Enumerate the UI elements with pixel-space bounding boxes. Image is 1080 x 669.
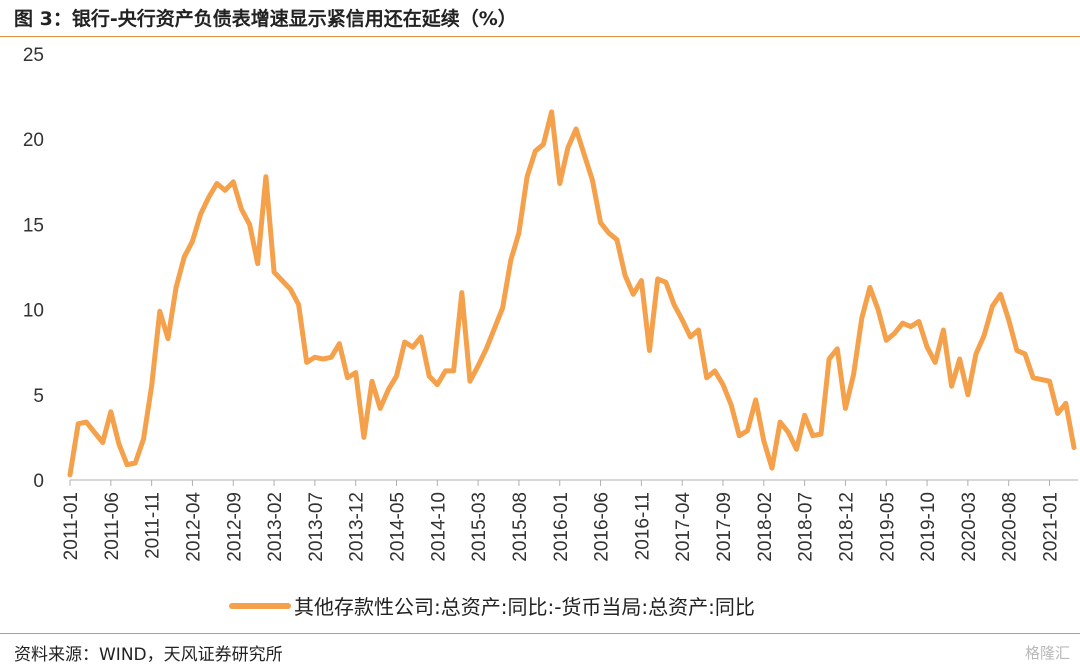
x-axis-ticks: 2011-01 2011-06 2011-11 2012-04 2012-09 2013-…	[61, 480, 1062, 562]
legend-label: 其他存款性公司:总资产:同比:-货币当局:总资产:同比	[294, 595, 755, 619]
x-tick-label: 2017-04	[673, 492, 694, 562]
source-note: 资料来源：WIND，天风证券研究所	[14, 645, 283, 665]
x-tick-label: 2013-07	[306, 492, 327, 562]
x-tick-label: 2014-10	[428, 492, 449, 562]
x-tick-label: 2017-09	[714, 492, 735, 562]
x-tick-label: 2019-10	[918, 492, 939, 562]
x-tick-label: 2012-09	[224, 492, 245, 562]
bottom-divider	[0, 633, 1080, 634]
y-tick-label: 0	[33, 471, 44, 492]
chart-title: 图 3：银行-央行资产负债表增速显示紧信用还在延续（%）	[14, 8, 517, 30]
x-tick-label: 2015-08	[510, 492, 531, 562]
y-tick-label: 15	[23, 215, 44, 236]
x-tick-label: 2020-03	[959, 492, 980, 562]
x-tick-label: 2013-12	[347, 492, 368, 562]
x-tick-label: 2018-02	[755, 492, 776, 562]
x-tick-label: 2011-01	[61, 492, 82, 560]
x-tick-label: 2019-05	[877, 492, 898, 562]
legend: 其他存款性公司:总资产:同比:-货币当局:总资产:同比	[229, 595, 755, 619]
x-tick-label: 2018-07	[796, 492, 817, 562]
x-tick-label: 2016-01	[551, 492, 572, 562]
y-tick-label: 20	[23, 130, 44, 151]
watermark: 格隆汇	[1024, 644, 1070, 662]
x-tick-label: 2018-12	[836, 492, 857, 562]
x-tick-label: 2011-06	[102, 492, 123, 560]
x-tick-label: 2021-01	[1041, 492, 1062, 562]
x-tick-label: 2016-06	[592, 492, 613, 562]
x-tick-label: 2013-02	[265, 492, 286, 562]
x-tick-label: 2011-11	[143, 492, 164, 559]
y-axis-ticks: 0 5 10 15 20 25	[23, 45, 44, 492]
x-tick-label: 2012-04	[183, 492, 204, 562]
y-tick-label: 5	[33, 386, 44, 407]
x-tick-label: 2015-03	[469, 492, 490, 562]
x-tick-label: 2020-08	[1000, 492, 1021, 562]
x-tick-label: 2016-11	[632, 492, 653, 560]
y-tick-label: 25	[23, 45, 44, 66]
series-line	[67, 109, 1077, 478]
x-tick-label: 2014-05	[388, 492, 409, 562]
y-tick-label: 10	[23, 301, 44, 322]
top-divider	[0, 36, 1080, 37]
